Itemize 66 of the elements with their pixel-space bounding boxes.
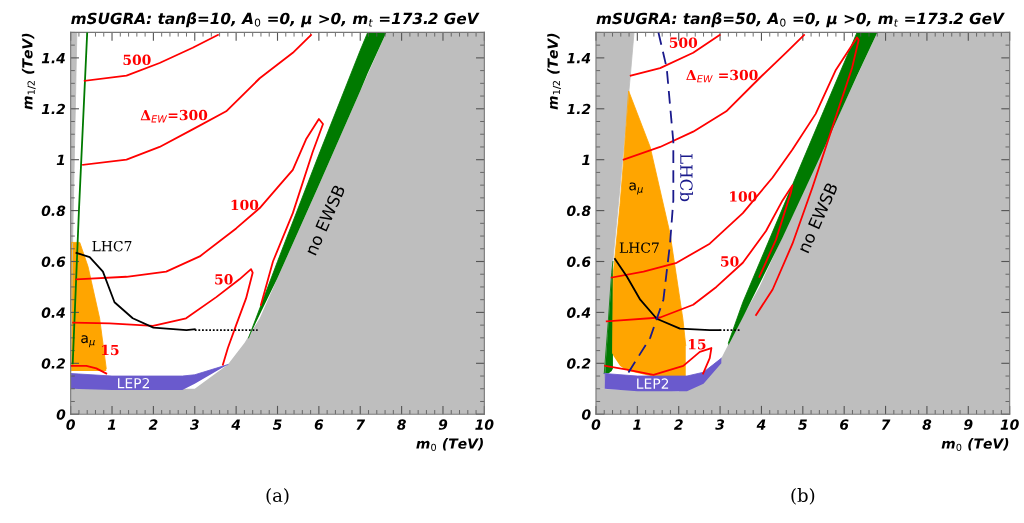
line-series — [82, 34, 312, 166]
line-series — [72, 268, 254, 366]
x-tick-label: 1 — [633, 419, 641, 430]
annotation: 100 — [730, 191, 757, 202]
y-tick-label: 1.4 — [41, 53, 65, 64]
y-tick-label: 1.4 — [567, 53, 591, 64]
x-tick-label: 8 — [922, 419, 932, 430]
x-tick-label: 5 — [798, 419, 807, 430]
x-tick-label: 2 — [148, 419, 158, 430]
line-series — [610, 36, 860, 316]
x-tick-label: 3 — [715, 419, 725, 430]
x-tick-label: 4 — [231, 419, 241, 430]
y-axis-title: m$_{1/2}$ (TeV) — [21, 33, 36, 110]
chart-title: mSUGRA: tanβ=10, A$_{0}$ =0, μ >0, m$_{t}$ =173.2 GeV — [71, 12, 480, 28]
y-tick-label: 1 — [56, 154, 65, 165]
x-tick-label: 7 — [356, 419, 366, 430]
annotation: LHCb — [680, 153, 693, 202]
y-tick-label: 0.4 — [567, 307, 591, 318]
y-tick-label: 0.6 — [567, 256, 591, 267]
annotation: 100 — [231, 199, 259, 211]
y-tick-label: 0.4 — [41, 307, 65, 318]
annotation: LHC7 — [619, 242, 659, 253]
annotation: LEP2 — [118, 377, 150, 389]
y-tick-label: 0.8 — [567, 205, 591, 217]
annotation: LEP2 — [637, 378, 669, 389]
annotation: LHC7 — [92, 240, 132, 252]
x-tick-label: 0 — [591, 419, 601, 430]
x-tick-label: 3 — [189, 419, 199, 430]
annotation: Δ$_{EW}$=300 — [140, 109, 208, 123]
x-tick-label: 6 — [840, 419, 849, 430]
x-axis-title: m$_{0}$ (TeV) — [416, 438, 483, 452]
text: (b) — [791, 488, 815, 505]
y-tick-label: 1.2 — [41, 103, 66, 115]
y-tick-label: 1 — [582, 154, 590, 165]
line-series — [83, 34, 219, 82]
y-tick-label: 0.2 — [567, 358, 591, 369]
x-tick-label: 9 — [964, 419, 973, 430]
x-tick-label: 2 — [673, 419, 683, 430]
y-axis-title: m$_{1/2}$ (TeV) — [547, 33, 561, 110]
y-tick-label: 0.2 — [41, 358, 66, 369]
y-tick-label: 0.6 — [41, 256, 66, 267]
x-tick-label: 10 — [475, 419, 494, 430]
text: (a) — [266, 488, 289, 505]
x-tick-label: 5 — [272, 419, 282, 430]
chart-title: mSUGRA: tanβ=50, A$_{0}$ =0, μ >0, m$_{t}$ =173.2 GeV — [596, 12, 1005, 28]
x-tick-label: 10 — [1000, 419, 1019, 430]
annotation: a$_{μ}$ — [81, 335, 95, 348]
x-tick-label: 4 — [756, 419, 766, 430]
y-tick-label: 0 — [581, 409, 591, 420]
x-tick-label: 8 — [397, 419, 406, 430]
x-tick-label: 1 — [107, 419, 116, 430]
y-tick-label: 0.8 — [41, 205, 66, 217]
annotation: 500 — [669, 37, 698, 48]
annotation: a$_{μ}$ — [629, 182, 643, 195]
x-tick-label: 6 — [314, 419, 324, 430]
x-axis-title: m$_{0}$ (TeV) — [941, 438, 1009, 452]
y-tick-label: 0 — [56, 409, 66, 420]
annotation: 500 — [123, 54, 151, 66]
y-tick-label: 1.2 — [567, 103, 591, 115]
annotation: 50 — [721, 256, 739, 267]
annotation: Δ$_{EW}$ =300 — [686, 69, 758, 83]
annotation: 50 — [215, 274, 233, 285]
x-tick-label: 0 — [66, 419, 75, 430]
annotation: 15 — [688, 339, 706, 350]
x-tick-label: 7 — [881, 419, 891, 430]
x-tick-label: 9 — [438, 419, 448, 430]
